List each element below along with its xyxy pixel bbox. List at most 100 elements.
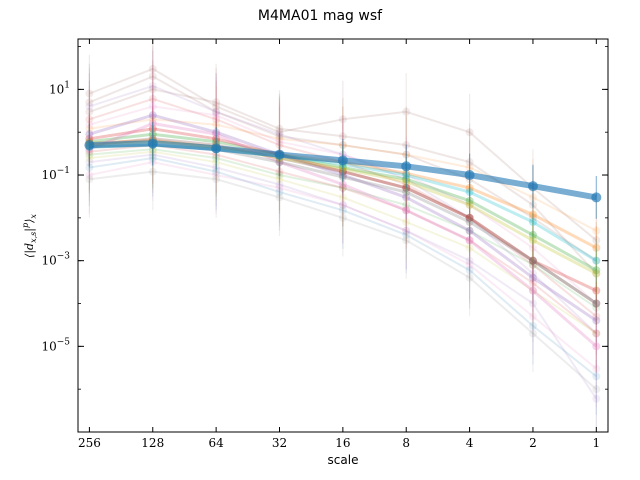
series-line bbox=[89, 170, 597, 390]
data-point bbox=[465, 226, 474, 235]
y-axis-label: ⟨|dx,s|p⟩x bbox=[21, 214, 38, 258]
data-point bbox=[592, 256, 601, 265]
x-tick-label: 1 bbox=[592, 436, 600, 450]
data-point bbox=[211, 143, 222, 154]
data-point bbox=[528, 256, 537, 265]
x-tick-label: 4 bbox=[466, 436, 474, 450]
data-point bbox=[528, 279, 537, 288]
data-point bbox=[402, 226, 411, 235]
data-point bbox=[592, 364, 601, 373]
data-point bbox=[464, 170, 475, 181]
data-point bbox=[528, 299, 537, 308]
data-point bbox=[465, 236, 474, 245]
data-point bbox=[148, 81, 157, 90]
data-point bbox=[465, 200, 474, 209]
x-tick-label: 256 bbox=[78, 436, 101, 450]
data-point bbox=[592, 329, 601, 338]
data-point bbox=[85, 171, 94, 180]
data-point bbox=[338, 115, 347, 124]
x-tick-label: 128 bbox=[141, 436, 164, 450]
data-point bbox=[402, 236, 411, 245]
data-point bbox=[592, 226, 601, 235]
data-point bbox=[402, 183, 411, 192]
data-point bbox=[465, 266, 474, 275]
data-point bbox=[148, 85, 157, 94]
data-point bbox=[212, 115, 221, 124]
x-tick-label: 2 bbox=[529, 436, 537, 450]
data-point bbox=[148, 167, 157, 176]
data-point bbox=[338, 193, 347, 202]
data-point bbox=[465, 236, 474, 245]
x-tick-label: 8 bbox=[402, 436, 410, 450]
data-point bbox=[528, 230, 537, 239]
data-point bbox=[528, 286, 537, 295]
data-point bbox=[592, 299, 601, 308]
series-line bbox=[89, 67, 597, 242]
data-point bbox=[592, 236, 601, 245]
data-point bbox=[275, 188, 284, 197]
data-point bbox=[275, 183, 284, 192]
data-point bbox=[338, 183, 347, 192]
data-point bbox=[275, 175, 284, 184]
data-point bbox=[85, 107, 94, 116]
data-point bbox=[85, 163, 94, 172]
data-point bbox=[528, 329, 537, 338]
data-point bbox=[338, 200, 347, 209]
series-16 bbox=[85, 110, 601, 347]
data-point bbox=[275, 180, 284, 189]
data-point bbox=[592, 342, 601, 351]
data-point bbox=[528, 260, 537, 269]
data-point bbox=[402, 183, 411, 192]
y-tick-label: 101 bbox=[49, 80, 70, 96]
series-line bbox=[88, 122, 598, 348]
data-point bbox=[465, 200, 474, 209]
data-point bbox=[592, 299, 601, 308]
data-point bbox=[85, 89, 94, 98]
data-point bbox=[465, 128, 474, 137]
data-point bbox=[212, 171, 221, 180]
data-point bbox=[591, 192, 602, 203]
x-tick-label: 16 bbox=[335, 436, 350, 450]
data-point bbox=[465, 218, 474, 227]
data-point bbox=[528, 210, 537, 219]
data-point bbox=[528, 321, 537, 330]
series-line bbox=[89, 88, 598, 275]
series-line bbox=[89, 148, 597, 309]
series-21 bbox=[85, 133, 601, 428]
data-point bbox=[212, 102, 221, 111]
data-point bbox=[338, 206, 347, 215]
data-point bbox=[592, 394, 601, 403]
x-tick-label: 32 bbox=[272, 436, 287, 450]
series-line bbox=[89, 157, 597, 378]
data-point bbox=[465, 243, 474, 252]
data-point bbox=[401, 161, 412, 172]
data-point bbox=[592, 269, 601, 278]
plot-lines bbox=[84, 39, 602, 432]
data-point bbox=[528, 273, 537, 282]
data-point bbox=[592, 316, 601, 325]
data-point bbox=[592, 329, 601, 338]
data-point bbox=[275, 193, 284, 202]
data-point bbox=[148, 94, 157, 103]
series-line bbox=[89, 153, 598, 400]
data-point bbox=[338, 132, 347, 141]
data-point bbox=[85, 98, 94, 107]
data-point bbox=[212, 107, 221, 116]
series-1 bbox=[84, 121, 602, 219]
data-point bbox=[592, 269, 601, 278]
data-point bbox=[592, 329, 601, 338]
data-point bbox=[528, 269, 537, 278]
data-point bbox=[402, 206, 411, 215]
y-tick-label: 10−3 bbox=[41, 252, 70, 268]
data-point bbox=[465, 273, 474, 282]
data-point bbox=[84, 140, 95, 151]
x-axis-ticks: 256 128 64 32 16 8 4 2 1 bbox=[78, 39, 600, 450]
data-point bbox=[528, 256, 537, 265]
data-point bbox=[85, 175, 94, 184]
data-point bbox=[85, 115, 94, 124]
data-point bbox=[592, 243, 601, 252]
data-point bbox=[465, 213, 474, 222]
data-point bbox=[465, 213, 474, 222]
